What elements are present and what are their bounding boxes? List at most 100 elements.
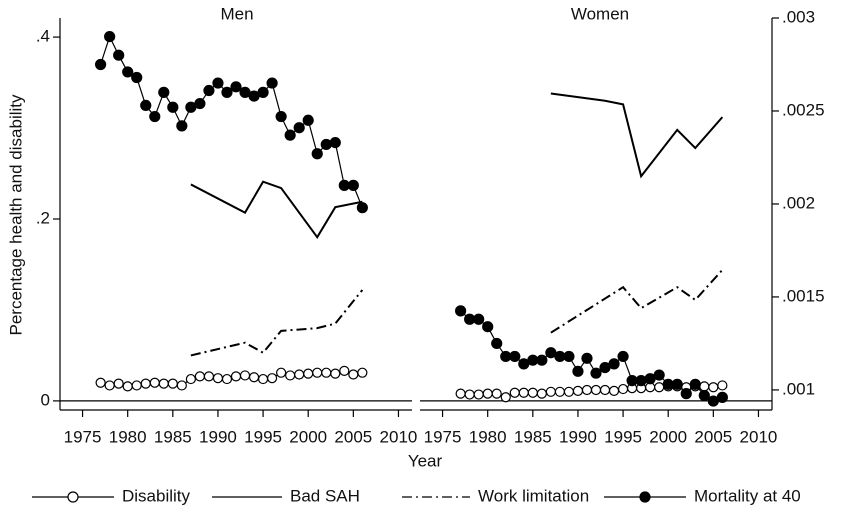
series-line (190, 289, 364, 357)
marker (654, 382, 665, 393)
marker (131, 71, 143, 84)
marker (312, 367, 323, 378)
marker (689, 378, 701, 390)
marker (581, 384, 593, 396)
marker (509, 350, 521, 363)
marker (311, 148, 323, 160)
y2-tick-label: .002 (782, 193, 815, 212)
marker (158, 86, 170, 98)
x-tick-label: 2010 (380, 427, 418, 446)
marker (194, 371, 205, 382)
marker (293, 122, 305, 134)
marker (563, 386, 575, 397)
marker (347, 179, 359, 191)
marker (527, 387, 538, 398)
marker (257, 86, 269, 98)
panel-title: Men (220, 4, 253, 23)
marker (302, 114, 314, 126)
marker (563, 350, 575, 363)
y-axis-label: Percentage health and disability (6, 94, 25, 335)
marker (581, 352, 593, 364)
x-axis-label: Year (408, 451, 443, 470)
marker (122, 66, 134, 78)
x-tick-label: 1980 (109, 427, 147, 446)
marker (590, 384, 602, 396)
marker (500, 392, 511, 403)
y2-tick-label: .003 (782, 7, 815, 26)
marker (590, 367, 602, 379)
legend-label: Disability (122, 486, 191, 505)
marker (708, 382, 719, 393)
x-tick-label: 2005 (334, 427, 372, 446)
marker (321, 367, 332, 378)
series-line (550, 269, 724, 334)
y-tick-label: .2 (36, 208, 50, 227)
marker (680, 388, 692, 400)
x-tick-label: 1995 (604, 427, 642, 446)
marker (617, 350, 629, 363)
x-tick-label: 1995 (244, 427, 282, 446)
x-tick-label: 1985 (514, 427, 552, 446)
marker (203, 84, 215, 97)
marker (284, 129, 296, 141)
y2-tick-label: .0025 (782, 100, 825, 119)
marker (348, 369, 359, 380)
series-line (190, 180, 363, 239)
marker (275, 110, 287, 123)
x-tick-label: 1990 (559, 427, 597, 446)
marker (717, 380, 728, 391)
marker (482, 321, 494, 333)
x-tick-label: 1980 (469, 427, 507, 446)
marker (149, 110, 161, 123)
marker (536, 388, 547, 399)
marker (185, 373, 196, 385)
marker (491, 337, 503, 350)
y-tick-label: 0 (41, 390, 50, 409)
x-tick-label: 2005 (694, 427, 732, 446)
y2-tick-label: .001 (782, 379, 815, 398)
marker (329, 136, 341, 149)
legend-label: Work limitation (478, 486, 589, 505)
marker (176, 380, 187, 391)
marker (716, 391, 728, 403)
x-tick-label: 1990 (199, 427, 237, 446)
marker (303, 368, 314, 379)
marker (320, 138, 332, 151)
marker (608, 358, 620, 370)
y-tick-label: .4 (36, 27, 50, 46)
marker (635, 375, 647, 387)
marker (356, 202, 368, 214)
legend-marker (67, 491, 79, 503)
series-line (100, 34, 363, 208)
marker (653, 369, 665, 381)
legend-label: Bad SAH (290, 486, 360, 505)
series-line (550, 92, 724, 179)
marker (491, 388, 502, 399)
marker (608, 385, 620, 397)
marker (167, 378, 178, 389)
marker (239, 370, 251, 381)
marker (221, 86, 233, 98)
marker (221, 373, 233, 385)
panel-title: Women (571, 4, 629, 23)
marker (95, 58, 107, 71)
marker (257, 373, 269, 385)
marker (599, 384, 611, 396)
marker (473, 313, 485, 325)
y2-tick-label: .0015 (782, 286, 825, 305)
legend-label: Mortality at 40 (694, 486, 801, 505)
x-tick-label: 1985 (154, 427, 192, 446)
marker (294, 369, 305, 380)
x-tick-label: 2010 (740, 427, 778, 446)
x-tick-label: 2000 (649, 427, 687, 446)
marker (455, 388, 466, 399)
marker (230, 81, 242, 93)
marker (176, 120, 188, 132)
marker (212, 373, 224, 384)
marker (113, 49, 125, 61)
marker (554, 386, 565, 397)
marker (104, 380, 115, 391)
legend-marker (639, 491, 651, 503)
marker (194, 97, 206, 110)
